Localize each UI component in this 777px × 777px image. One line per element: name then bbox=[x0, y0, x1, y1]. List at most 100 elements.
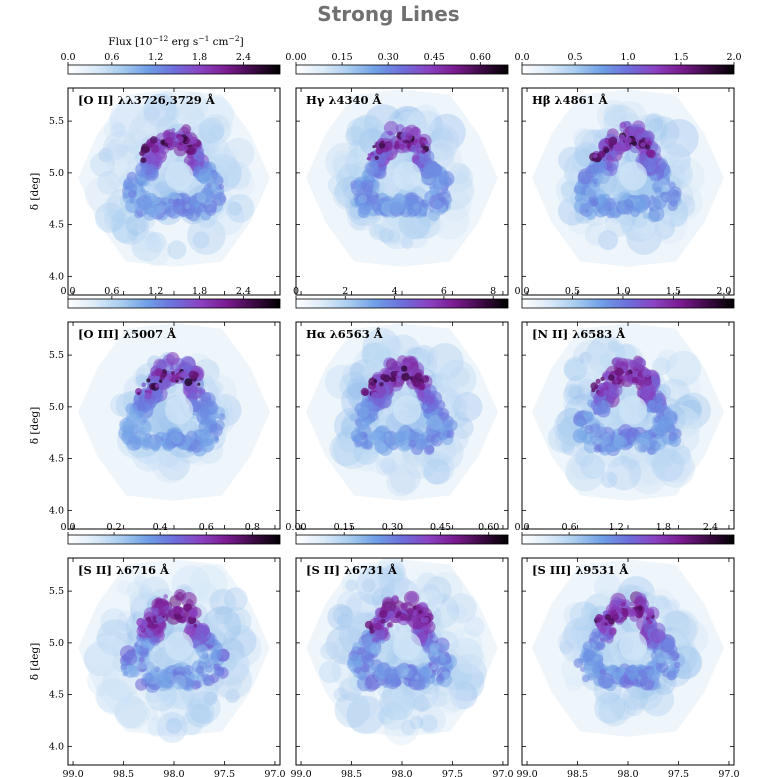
emission-blob bbox=[627, 673, 635, 680]
emission-blob bbox=[400, 602, 408, 610]
emission-blob bbox=[644, 144, 651, 150]
emission-blob bbox=[612, 613, 620, 621]
emission-blob bbox=[418, 584, 442, 607]
y-tick-label: 5.0 bbox=[49, 402, 64, 413]
emission-blob bbox=[386, 466, 416, 497]
emission-blob bbox=[433, 199, 442, 209]
emission-blob bbox=[385, 652, 398, 665]
colorbar-tick-label: 0.6 bbox=[562, 522, 577, 533]
emission-blob bbox=[441, 144, 457, 159]
emission-blob bbox=[190, 703, 211, 724]
emission-blob bbox=[218, 184, 224, 190]
emission-blob bbox=[155, 615, 164, 623]
emission-blob bbox=[355, 200, 361, 206]
emission-blob bbox=[142, 417, 148, 424]
emission-blob bbox=[141, 382, 147, 388]
emission-blob bbox=[122, 651, 138, 666]
emission-blob bbox=[580, 358, 604, 383]
emission-blob bbox=[618, 134, 626, 141]
line-label: [N II] λ6583 Å bbox=[532, 327, 626, 341]
emission-blob bbox=[195, 624, 207, 636]
emission-blob bbox=[604, 614, 611, 621]
emission-blob bbox=[165, 373, 173, 380]
emission-blob bbox=[226, 165, 251, 191]
emission-blob bbox=[428, 187, 437, 197]
emission-blob bbox=[194, 210, 202, 218]
emission-blob bbox=[603, 104, 627, 128]
emission-blob bbox=[154, 383, 159, 388]
emission-blob bbox=[429, 634, 434, 639]
emission-blob bbox=[196, 192, 207, 203]
emission-blob bbox=[557, 629, 584, 655]
emission-blob bbox=[174, 613, 181, 620]
emission-blob bbox=[423, 458, 451, 485]
panel-6: 0.0 0.5 1.0 1.5 2.0 [N II] λ6583 Å bbox=[514, 286, 735, 530]
colorbar-tick-label: 1.0 bbox=[615, 286, 630, 297]
colorbar-tick-label: 1.8 bbox=[192, 52, 207, 63]
emission-blob bbox=[377, 708, 395, 725]
central-cavity bbox=[618, 395, 648, 425]
emission-blob bbox=[141, 236, 171, 266]
emission-blob bbox=[596, 621, 602, 627]
emission-blob bbox=[141, 93, 181, 132]
emission-blob bbox=[165, 717, 182, 734]
emission-blob bbox=[377, 679, 382, 685]
emission-blob bbox=[559, 640, 574, 655]
emission-blob bbox=[181, 124, 192, 135]
emission-blob bbox=[150, 645, 171, 665]
emission-blob bbox=[600, 471, 618, 488]
emission-blob bbox=[190, 136, 198, 144]
colorbar-tick-label: 0.5 bbox=[565, 286, 580, 297]
emission-blob bbox=[103, 208, 126, 231]
emission-blob bbox=[649, 440, 661, 452]
emission-blob bbox=[145, 231, 166, 253]
emission-blob bbox=[399, 612, 408, 621]
emission-blob bbox=[163, 668, 174, 679]
emission-blob bbox=[167, 198, 175, 205]
emission-blob bbox=[598, 230, 619, 251]
emission-blob bbox=[371, 637, 376, 642]
emission-blob bbox=[585, 209, 590, 214]
colorbar-tick-label: 0.00 bbox=[285, 52, 306, 63]
emission-blob bbox=[428, 184, 434, 190]
x-tick-label: 99.0 bbox=[290, 769, 311, 777]
emission-blob bbox=[417, 390, 425, 399]
colorbar-tick-label: 2.4 bbox=[236, 286, 251, 297]
emission-blob bbox=[157, 629, 162, 634]
colorbar-tick-label: 0.6 bbox=[199, 522, 214, 533]
emission-blob bbox=[214, 605, 233, 625]
central-cavity bbox=[392, 631, 422, 661]
emission-blob bbox=[424, 699, 437, 713]
emission-blob bbox=[220, 166, 255, 201]
colorbar-tick-label: 0.45 bbox=[424, 52, 445, 63]
emission-blob bbox=[436, 674, 445, 683]
emission-blob bbox=[361, 416, 368, 422]
emission-blob bbox=[403, 212, 432, 240]
emission-blob bbox=[133, 642, 139, 647]
emission-blob bbox=[176, 101, 201, 125]
emission-blob bbox=[444, 163, 474, 193]
emission-blob bbox=[630, 137, 636, 143]
emission-blob bbox=[446, 593, 477, 624]
emission-blob bbox=[455, 643, 486, 674]
emission-blob bbox=[165, 448, 188, 472]
emission-blob bbox=[143, 105, 160, 122]
emission-blob bbox=[436, 441, 456, 460]
colorbar-tick-label: 1.8 bbox=[192, 286, 207, 297]
emission-blob bbox=[200, 392, 212, 403]
x-tick-label: 98.0 bbox=[391, 769, 412, 777]
emission-blob bbox=[172, 198, 182, 208]
emission-blob bbox=[389, 462, 421, 495]
emission-blob bbox=[413, 380, 421, 388]
emission-blob bbox=[626, 219, 662, 255]
emission-blob bbox=[345, 579, 358, 592]
emission-blob bbox=[619, 208, 647, 236]
emission-blob bbox=[379, 684, 416, 721]
emission-blob bbox=[659, 118, 699, 158]
emission-blob bbox=[633, 217, 654, 239]
emission-blob bbox=[590, 198, 599, 207]
colorbar-tick-label: 0.0 bbox=[60, 286, 75, 297]
emission-blob bbox=[592, 436, 601, 446]
emission-blob bbox=[659, 378, 691, 410]
y-tick-label: 4.0 bbox=[49, 741, 64, 752]
